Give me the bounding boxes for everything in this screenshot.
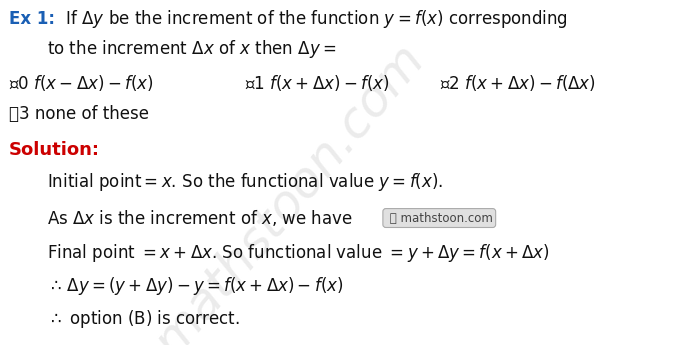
Text: Solution:: Solution: (9, 141, 100, 159)
Text: If $\Delta y$ be the increment of the function $y = f(x)$ corresponding: If $\Delta y$ be the increment of the fu… (55, 8, 568, 30)
Text: $\therefore\,\Delta y = (y+\Delta y)-y = f(x+\Delta x)-f(x)$: $\therefore\,\Delta y = (y+\Delta y)-y =… (47, 275, 343, 297)
Text: ␹1 $f(x+\Delta x)-f(x)$: ␹1 $f(x+\Delta x)-f(x)$ (245, 73, 389, 93)
Text: ⚿ mathstoon.com: ⚿ mathstoon.com (386, 211, 493, 225)
Text: Final point $=x+\Delta x$. So functional value $= y+\Delta y = f(x+\Delta x)$: Final point $=x+\Delta x$. So functional… (47, 241, 550, 264)
Text: ␹3 none of these: ␹3 none of these (9, 105, 149, 123)
Text: Ex 1:: Ex 1: (9, 10, 55, 28)
Text: ␹0 $f(x-\Delta x)-f(x)$: ␹0 $f(x-\Delta x)-f(x)$ (9, 73, 154, 93)
Text: to the increment $\Delta x$ of $x$ then $\Delta y =$: to the increment $\Delta x$ of $x$ then … (47, 38, 336, 60)
Text: mathstoon.com: mathstoon.com (145, 34, 434, 345)
Text: $\therefore$ option (B) is correct.: $\therefore$ option (B) is correct. (47, 308, 240, 330)
Text: As $\Delta x$ is the increment of $x$, we have: As $\Delta x$ is the increment of $x$, w… (47, 208, 353, 228)
Text: Initial point$=x$. So the functional value $y = f(x)$.: Initial point$=x$. So the functional val… (47, 171, 443, 193)
Text: ␹2 $f(x+\Delta x)-f(\Delta x)$: ␹2 $f(x+\Delta x)-f(\Delta x)$ (440, 73, 595, 93)
